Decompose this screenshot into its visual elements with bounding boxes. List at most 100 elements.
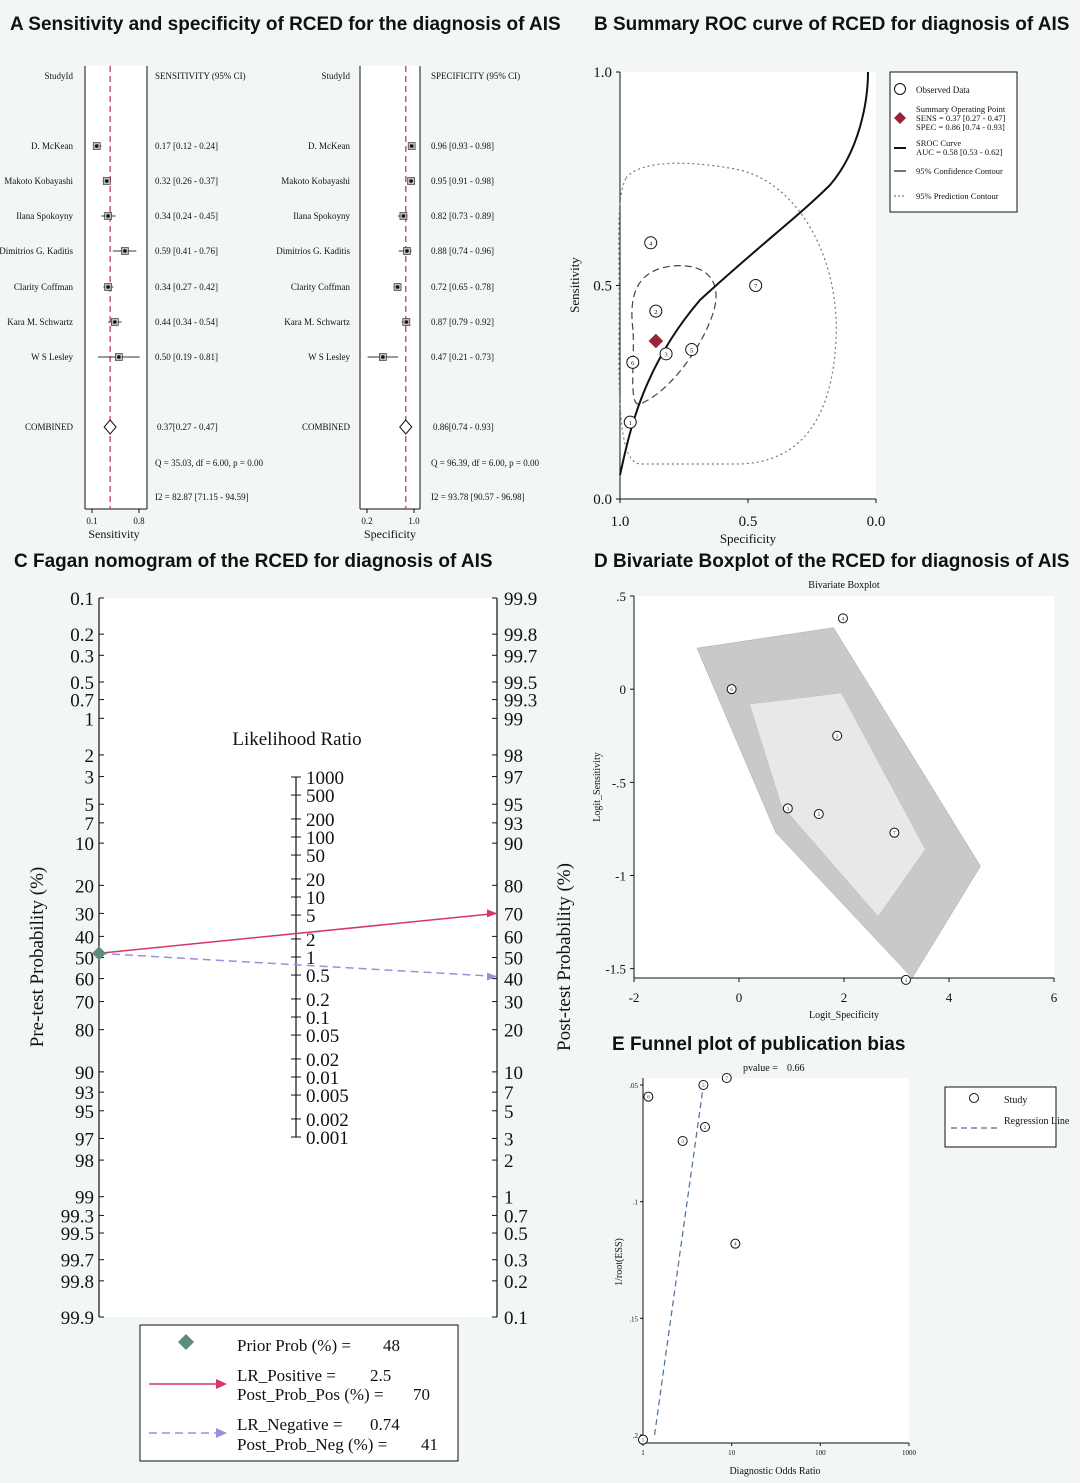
fagan-left-tick-label: 99.8 — [61, 1272, 94, 1293]
funnel-legend-box — [944, 1086, 1057, 1148]
panel-c-title: C Fagan nomogram of the RCED for diagnos… — [14, 551, 493, 572]
fagan-left-tick-label: 99.7 — [61, 1251, 94, 1272]
fagan-lr-tick-label: 0.2 — [306, 990, 330, 1011]
funnel-study-point — [730, 1238, 741, 1249]
fagan-legend-ppp-label: Post_Prob_Pos (%) = — [237, 1385, 384, 1404]
forest-spec-ci-label: 0.95 [0.91 - 0.98] — [431, 176, 494, 186]
fagan-left-tick-label: 50 — [75, 949, 94, 970]
sroc-legend-summary-spec: SPEC = 0.86 [0.74 - 0.93] — [916, 122, 1005, 132]
forest-spec-study-name: Ilana Spokoyny — [293, 211, 350, 221]
fagan-lr-tick-label: 0.1 — [306, 1008, 330, 1029]
fagan-right-tick-label: 60 — [504, 927, 523, 948]
funnel-study-point-label: 3 — [681, 1140, 684, 1145]
fagan-left-tick-label: 3 — [85, 768, 95, 789]
forest-sens-study-name: Clarity Coffman — [14, 282, 74, 292]
fagan-right-tick-label: 97 — [504, 768, 523, 789]
fagan-right-tick-label: 1 — [504, 1188, 514, 1209]
fagan-right-tick-label: 0.7 — [504, 1206, 528, 1227]
forest-sens-combined-ci: 0.37[0.27 - 0.47] — [157, 422, 218, 432]
funnel-study-point — [699, 1122, 710, 1132]
fagan-right-tick-label: 50 — [504, 949, 523, 970]
forest-spec-study-header: StudyId — [321, 71, 350, 81]
fagan-lr-tick-label: 500 — [306, 786, 335, 807]
funnel-study-point — [721, 1073, 732, 1083]
fagan-lr-tick-label: 1 — [306, 948, 316, 969]
sroc-legend-summary-marker — [894, 112, 906, 124]
funnel-y-tick-label: .15 — [629, 1315, 638, 1323]
forest-spec-study-name: D. McKean — [308, 141, 350, 151]
sroc-study-point — [623, 415, 637, 429]
fagan-right-tick-label: 5 — [504, 1102, 514, 1123]
forest-spec-tick-label: 0.2 — [361, 516, 372, 526]
fagan-lr-tick-label: 1000 — [306, 768, 344, 789]
fagan-legend-negative-arrow — [216, 1428, 227, 1438]
forest-sens-point — [117, 355, 121, 359]
forest-spec-point — [409, 144, 414, 148]
bivariate-study-point-label: 2 — [836, 735, 839, 740]
funnel-study-point — [698, 1080, 709, 1090]
fagan-lr-tick-label: 0.001 — [306, 1128, 349, 1149]
forest-sens-point — [113, 320, 117, 324]
forest-spec-combined-label: COMBINED — [302, 422, 351, 432]
forest-sens-ci-label: 0.44 [0.34 - 0.54] — [155, 317, 218, 327]
forest-sens-study-name: W S Lesley — [31, 352, 73, 362]
fagan-left-tick-label: 99 — [75, 1188, 94, 1209]
sroc-y-label: Sensitivity — [567, 257, 582, 313]
forest-sens-ci-label: 0.32 [0.26 - 0.37] — [155, 176, 218, 186]
fagan-left-tick-label: 90 — [75, 1063, 94, 1084]
forest-sens-tick-label: 0.1 — [86, 516, 97, 526]
fagan-left-tick-label: 0.3 — [70, 646, 94, 667]
forest-spec-x-label: Specificity — [364, 527, 416, 541]
panel-e-title: E Funnel plot of publication bias — [612, 1034, 906, 1055]
bivariate-y-tick-label: -1 — [615, 869, 626, 884]
fagan-right-tick-label: 70 — [504, 904, 523, 925]
funnel-study-point-label: 2 — [704, 1126, 707, 1131]
forest-sens-ci-label: 0.34 [0.27 - 0.42] — [155, 282, 218, 292]
forest-spec-study-name: Makoto Kobayashi — [281, 176, 350, 186]
sroc-x-tick-label: 0.5 — [739, 514, 758, 530]
sroc-legend-summary-sens: SENS = 0.37 [0.27 - 0.47] — [916, 113, 1005, 123]
bivariate-study-point — [837, 613, 848, 624]
fagan-lr-tick-label: 50 — [306, 846, 325, 867]
forest-spec-study-name: W S Lesley — [308, 352, 350, 362]
fagan-lr-tick-label: 0.002 — [306, 1110, 349, 1131]
sroc-x-tick-label: 1.0 — [611, 514, 630, 530]
fagan-left-tick-label: 0.7 — [70, 691, 94, 712]
forest-sens-ci-label: 0.17 [0.12 - 0.24] — [155, 141, 218, 151]
fagan-right-tick-label: 40 — [504, 970, 523, 991]
sroc-x-tick-label: 0.0 — [867, 514, 886, 530]
bivariate-inner-hull — [749, 692, 926, 917]
bivariate-study-point — [726, 684, 737, 695]
fagan-right-tick-label: 99.8 — [504, 625, 537, 646]
forest-sens-i2-stat: I2 = 82.87 [71.15 - 94.59] — [155, 492, 249, 502]
fagan-left-tick-label: 5 — [85, 795, 95, 816]
fagan-right-tick-label: 98 — [504, 746, 523, 767]
sroc-study-point-label: 5 — [690, 347, 694, 354]
fagan-lr-tick-label: 2 — [306, 930, 316, 951]
forest-sens-ci-label: 0.50 [0.19 - 0.81] — [155, 352, 218, 362]
sroc-legend: Observed Data Summary Operating PointSENS… — [889, 71, 1018, 213]
forest-spec-point — [405, 249, 409, 253]
fagan-legend-ppp-value: 70 — [413, 1385, 430, 1404]
forest-spec-plot-bg — [360, 66, 420, 509]
bivariate-y-tick-label: -.5 — [612, 775, 626, 790]
funnel-study-point — [643, 1091, 654, 1102]
fagan-lr-tick-label: 200 — [306, 810, 335, 831]
sroc-study-point — [659, 347, 673, 361]
fagan-legend-lrp-label: LR_Positive = — [237, 1366, 336, 1385]
fagan-legend-lrn-value: 0.74 — [370, 1415, 400, 1434]
bivariate-y-tick-label: .5 — [616, 589, 626, 604]
fagan-left-tick-label: 0.2 — [70, 625, 94, 646]
forest-sens-study-name: Kara M. Schwartz — [7, 317, 73, 327]
forest-sens-point — [104, 179, 109, 183]
fagan-left-tick-label: 10 — [75, 834, 94, 855]
fagan-lr-tick-label: 0.01 — [306, 1068, 339, 1089]
sroc-y-tick-label: 1.0 — [593, 65, 612, 81]
bivariate-study-point-label: 1 — [905, 979, 908, 984]
fagan-right-label: Post-test Probability (%) — [554, 863, 575, 1051]
forest-spec-ci-label: 0.47 [0.21 - 0.73] — [431, 352, 494, 362]
bivariate-title: Bivariate Boxplot — [808, 580, 880, 591]
funnel-x-label: Diagnostic Odds Ratio — [729, 1466, 820, 1477]
sroc-legend-prediction: 95% Prediction Contour — [916, 191, 999, 201]
fagan-positive-line — [98, 912, 498, 955]
